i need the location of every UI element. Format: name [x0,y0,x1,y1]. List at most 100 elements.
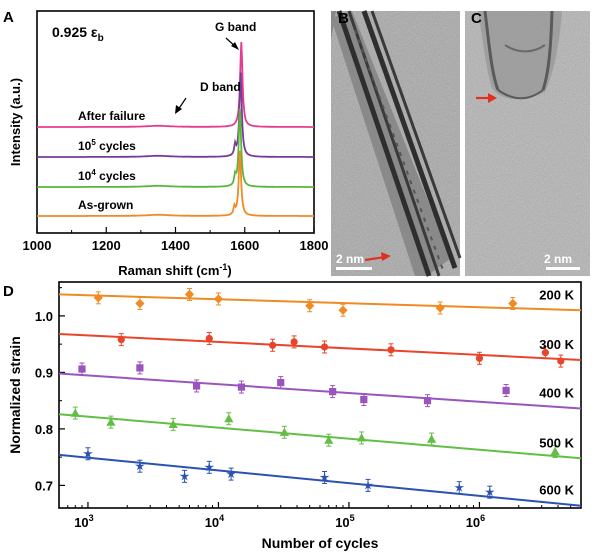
panel-letter-b: B [338,10,349,27]
panel-d-data-point [502,386,510,395]
panel-a-x-ticks: 1000 1200 1400 1600 1800 [23,227,329,253]
panel-d-data-point [363,480,373,490]
panel-d-data-point [427,434,437,443]
panel-d-data-point [192,382,201,390]
panel-d-series-label: 300 K [539,337,574,352]
panel-d-data-point [319,472,330,482]
panel-d-data-point [290,338,298,346]
panel-d-series-label: 200 K [539,287,574,302]
panel-a-series-label: After failure [78,109,146,123]
panel-letter-c: C [471,10,482,27]
panel-d-series-label: 600 K [539,483,574,498]
panel-d-data-point [224,414,234,423]
panel-letter-a: A [3,9,14,26]
panel-d-y-tick-label: 1.0 [35,309,53,324]
panel-d-x-tick-label: 103 [74,513,93,530]
panel-a-spectrum-line [37,72,314,158]
panel-d-data-point [184,289,195,299]
panel-d-fit-line [59,293,581,312]
panel-d-data-point [78,365,86,373]
panel-d-data-point [541,349,549,357]
panel-d-frame [58,281,582,509]
panel-d-data-point [135,461,145,471]
panel-d-data-point [387,346,395,354]
panel-d-plot-area [59,287,581,507]
panel-d-x-tick-label: 104 [205,513,224,530]
panel-d-data-point [168,419,178,428]
d-band-label: D band [200,80,241,94]
panel-d-data-point [136,364,144,372]
g-band-label: G band [215,20,256,34]
panel-d-data-point [508,298,518,309]
panel-d-data-point [93,293,103,303]
panel-d-data-point [213,294,224,304]
panel-d-data-point [135,298,145,309]
panel-a-series-label: As-grown [78,198,133,212]
panel-d-y-tick-label: 0.8 [35,422,53,437]
panel-d-data-point [324,435,334,444]
panel-d-data-point [320,343,329,351]
panel-letter-d: D [3,283,14,300]
panel-a-x-axis-label: Raman shift (cm-1) [118,262,232,278]
panel-a-x-tick-label: 1400 [161,238,190,253]
panel-d-series-label: 400 K [539,386,574,401]
panel-d-data-point [435,303,445,313]
panel-d-data-point [277,378,285,387]
panel-d-data-point [557,357,565,365]
panel-d-x-axis-label: Number of cycles [262,535,379,551]
panel-d-data-point [338,305,348,315]
panel-d-data-point [360,395,368,404]
panel-c-scale-bar [546,267,580,270]
panel-d-data-point [454,482,465,492]
panel-a-series-label: 105 cycles [78,138,136,153]
panel-d-fit-line [59,372,581,410]
panel-b-scale-bar [336,267,372,270]
panel-b-red-arrowhead [381,252,391,261]
d-band-arrowhead [175,105,182,114]
panel-d-series-label: 500 K [539,435,574,450]
panel-a-frame [36,10,315,234]
panel-c-scale-label: 2 nm [544,252,572,266]
panel-c-red-arrowhead [488,93,497,103]
panel-a-x-tick-label: 1000 [23,238,52,253]
panel-d-fit-line [59,332,581,361]
panel-a-spectrum-line [37,150,314,217]
panel-a-y-axis-label: Intensity (a.u.) [8,78,23,166]
panel-c-tem-image [465,10,590,276]
panel-b-tem-image [331,10,462,277]
panel-d-data-point [83,448,93,458]
panel-d-x-tick-label: 106 [466,513,485,530]
panel-d-data-point [117,336,125,344]
panel-a-spectra [37,41,314,217]
panel-d-data-point [423,397,432,405]
g-band-arrowhead [231,42,239,50]
panel-d-data-point [279,427,289,436]
panel-d-data-point [329,388,337,396]
panel-d-data-point [204,462,215,472]
panel-d-data-point [106,417,116,426]
panel-a-x-tick-label: 1600 [230,238,259,253]
panel-d-data-point [305,301,315,311]
panel-d-y-tick-label: 0.7 [35,478,53,493]
panel-d-data-point [484,487,495,497]
panel-d-data-point [550,446,560,456]
panel-d-y-tick-label: 0.9 [35,365,53,380]
panel-d-data-point [179,471,190,481]
panel-a-series-label: 104 cycles [78,168,136,183]
panel-d-fit-line [59,413,581,460]
panel-d-series-labels: 200 K 300 K 400 K 500 K 600 K [539,287,574,497]
panel-a-annotation: 0.925 εb [52,24,104,44]
panel-d-data-point [226,469,236,479]
panel-d-axis-ticks: 0.7 0.8 0.9 1.0 103 104 105 106 [35,287,572,530]
panel-b-scale-label: 2 nm [336,252,364,266]
panel-d-data-point [475,354,484,362]
panel-d-data-point [70,408,80,417]
panel-d-data-point [205,334,213,343]
panel-a-x-tick-label: 1800 [300,238,329,253]
panel-a-spectrum-line [37,108,314,188]
panel-d-data-point [357,433,367,442]
panel-a-x-tick-label: 1200 [92,238,121,253]
panel-a-spectrum-line [37,41,314,128]
panel-d-y-axis-label: Normalized strain [7,336,23,453]
